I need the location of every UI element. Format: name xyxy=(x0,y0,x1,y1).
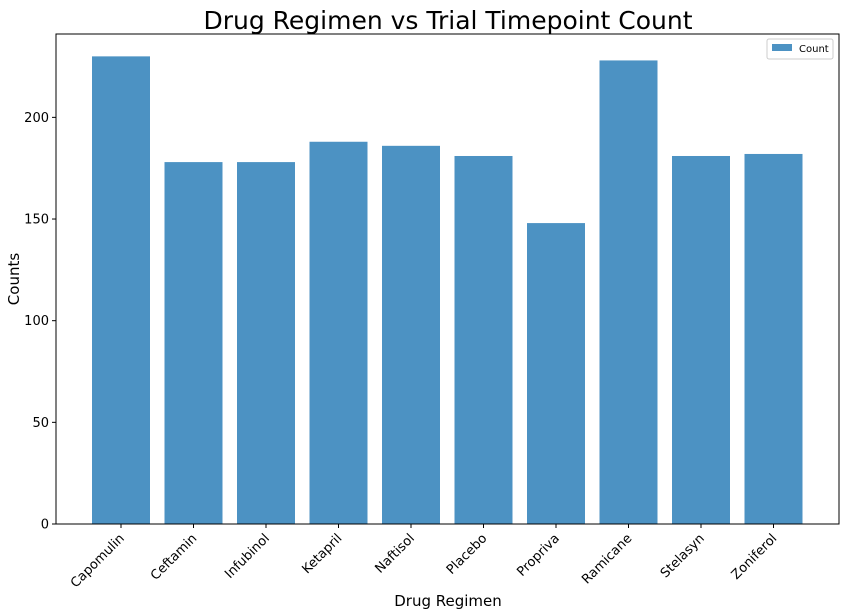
x-axis-label: Drug Regimen xyxy=(394,592,502,610)
x-tick-label: Ketapril xyxy=(300,531,346,577)
x-tick-label: Propriva xyxy=(514,531,562,579)
x-tick-label: Infubinol xyxy=(222,531,273,582)
x-tick-label: Placebo xyxy=(444,531,491,578)
bar-zoniferol xyxy=(744,153,803,525)
chart-title: Drug Regimen vs Trial Timepoint Count xyxy=(203,6,692,35)
y-tick-label: 100 xyxy=(24,314,49,329)
y-axis-label: Counts xyxy=(5,253,23,306)
bar-infubinol xyxy=(237,162,295,524)
bar-naftisol xyxy=(382,145,440,524)
bar-stelasyn xyxy=(672,155,730,524)
plot-area xyxy=(92,56,803,525)
y-axis: 0 50 100 150 200 xyxy=(24,111,56,533)
plot-frame xyxy=(55,33,840,525)
bar-capomulin xyxy=(92,56,150,525)
legend-label: Count xyxy=(799,44,829,55)
bar-ketapril xyxy=(309,141,368,524)
bar-placebo xyxy=(454,155,513,524)
x-axis: Capomulin Ceftamin Infubinol Ketapril Naftis… xyxy=(68,524,780,591)
x-tick-label: Capomulin xyxy=(68,531,128,591)
y-tick-label: 50 xyxy=(32,416,49,431)
y-tick-label: 200 xyxy=(24,111,49,126)
legend-swatch xyxy=(772,44,792,51)
x-tick-label: Ramicane xyxy=(579,531,635,587)
x-tick-label: Ceftamin xyxy=(148,531,200,583)
bar-ramicane xyxy=(599,60,658,525)
bar-ceftamin xyxy=(164,162,223,524)
x-tick-label: Naftisol xyxy=(373,531,418,576)
bar-propriva xyxy=(527,223,585,524)
y-tick-label: 0 xyxy=(41,518,49,533)
legend: Count xyxy=(766,38,834,60)
y-tick-label: 150 xyxy=(24,213,49,228)
x-tick-label: Stelasyn xyxy=(658,531,708,581)
x-tick-label: Zoniferol xyxy=(729,531,781,583)
